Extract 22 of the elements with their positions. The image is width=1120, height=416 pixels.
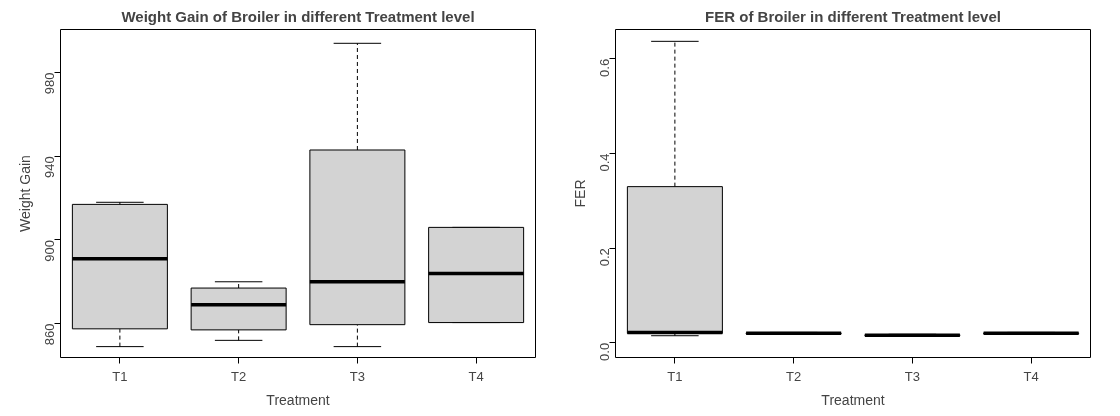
x-tick-label: T3 bbox=[904, 368, 920, 384]
x-tick-label: T1 bbox=[112, 368, 128, 384]
x-tick-label: T4 bbox=[1023, 368, 1039, 384]
x-axis-title: Treatment bbox=[821, 391, 885, 408]
y-tick-label: 980 bbox=[42, 72, 57, 95]
x-axis-title: Treatment bbox=[266, 391, 330, 408]
x-tick-label: T2 bbox=[231, 368, 247, 384]
y-tick-label: 0.2 bbox=[597, 248, 612, 267]
chart-title: FER of Broiler in different Treatment level bbox=[705, 7, 1001, 25]
x-tick-label: T4 bbox=[468, 368, 484, 384]
y-axis-title: FER bbox=[571, 179, 588, 208]
y-tick-label: 0.4 bbox=[597, 153, 612, 172]
y-tick-label: 900 bbox=[42, 239, 57, 262]
x-tick-label: T2 bbox=[786, 368, 802, 384]
y-tick-label: 0.6 bbox=[597, 58, 612, 77]
y-tick-label: 940 bbox=[42, 156, 57, 178]
y-tick-label: 860 bbox=[42, 323, 57, 346]
chart-title: Weight Gain of Broiler in different Treatment level bbox=[121, 7, 475, 25]
x-tick-label: T3 bbox=[349, 368, 365, 384]
x-tick-label: T1 bbox=[667, 368, 683, 384]
y-axis-title: Weight Gain bbox=[16, 155, 33, 232]
y-tick-label: 0.0 bbox=[597, 342, 612, 361]
